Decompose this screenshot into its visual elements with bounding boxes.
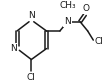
Text: CH₃: CH₃ [59,1,76,10]
Text: Cl: Cl [95,37,104,46]
Text: N: N [10,44,17,53]
Text: N: N [28,11,35,20]
Text: N: N [64,17,71,26]
Text: Cl: Cl [27,73,36,82]
Text: O: O [83,4,89,13]
